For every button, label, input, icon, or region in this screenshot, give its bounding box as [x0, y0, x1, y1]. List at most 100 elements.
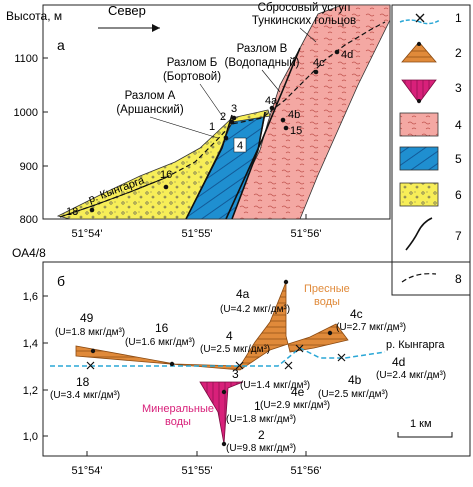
legend-number: 5: [455, 152, 462, 166]
annotation-id: 4d: [392, 355, 405, 369]
scale-label: 1 км: [410, 418, 432, 430]
legend-blue-rock-swatch: [399, 146, 439, 171]
legend-frame: [391, 4, 471, 296]
legend-fresh-water-icon: [401, 41, 437, 63]
point-label: 4d: [341, 49, 353, 61]
annotation-id: 1: [254, 399, 261, 413]
mineral-water-sublabel: воды: [165, 416, 191, 428]
annotation-u: (U=9.8 мкг/дм³): [226, 443, 296, 454]
point-label: 18: [66, 206, 78, 218]
panel-b-x-tick: 51°56': [291, 465, 322, 477]
panel-b-letter: б: [57, 273, 65, 289]
river-line: [59, 177, 166, 218]
annotation-u: (U=1.8 мкг/дм³): [55, 327, 125, 338]
annotation-id: 3: [232, 367, 239, 381]
legend-river-icon: [399, 13, 441, 25]
panel-b-x-tick: 51°54': [72, 465, 103, 477]
fault-leader-lines: [149, 27, 317, 139]
legend-granite-swatch: [399, 112, 439, 137]
point-label: 1: [209, 121, 215, 133]
annotation-id: 2: [258, 428, 265, 442]
annotation-u: (U=2.5 мкг/дм³): [200, 344, 270, 355]
panel-a-y-tick: 1000: [14, 107, 38, 119]
mineral-water-label: Минеральные: [142, 403, 214, 415]
fresh-water-label: Пресные: [304, 283, 350, 295]
legend-number: 1: [455, 11, 462, 25]
panel-a-x-tick: 51°54': [72, 228, 103, 240]
annotation-id: 4e: [291, 385, 305, 399]
legend-profile-icon: [401, 273, 437, 283]
panel-a-direction-label: Север: [108, 3, 146, 18]
annotation-id: 4c: [350, 307, 363, 321]
point-label: 16: [160, 169, 172, 181]
annotation-u: (U=2.7 мкг/дм³): [336, 322, 406, 333]
annotation-u: (U=1.4 мкг/дм³): [240, 380, 310, 391]
panel-b-x-ticks: 51°54' 51°55' 51°56': [72, 451, 322, 477]
point-label: 4c: [313, 57, 325, 69]
legend-yellow-sediment-swatch: [399, 182, 439, 207]
legend-number: 4: [455, 118, 462, 132]
annotation-id: 4: [226, 329, 233, 343]
annotation-u: (U=2.5 мкг/дм³): [318, 389, 388, 400]
point-label: 4: [237, 140, 243, 152]
panel-a-y-tick: 900: [20, 161, 38, 173]
legend-fault-icon: [405, 217, 433, 251]
mineral-water-cone: [199, 381, 244, 445]
annotation-u: (U=1.6 мкг/дм³): [125, 337, 195, 348]
fault-b-sublabel: (Бортовой): [163, 71, 221, 83]
point-label: 3: [231, 103, 237, 115]
point-label: 15: [290, 125, 302, 137]
panel-b-y-tick: 1,4: [23, 338, 38, 350]
panel-a-y-ticks: 1100 1000 900 800: [14, 53, 48, 226]
granite-block: [225, 4, 391, 220]
panel-b-river-label: р. Кынгарга: [386, 339, 445, 351]
legend-mineral-water-icon: [401, 79, 437, 104]
river-x-markers: [86, 344, 346, 370]
panel-a-x-tick: 51°56': [291, 228, 322, 240]
panel-a-y-axis-title: Высота, м: [6, 9, 62, 23]
legend-number: 8: [455, 272, 462, 286]
fault-a-sublabel: (Аршанский): [116, 104, 183, 116]
fault-v-line: [225, 47, 301, 220]
scale-bar: 1 км: [397, 418, 453, 438]
annotation-id: 4a: [236, 287, 250, 301]
legend-number: 2: [455, 46, 462, 60]
panel-a-fault-labels: Разлом А (Аршанский) Разлом Б (Бортовой)…: [116, 2, 356, 116]
legend-number: 7: [455, 229, 462, 243]
annotation-id: 4b: [348, 373, 362, 387]
panel-b-point-markers: [90, 279, 333, 447]
uplift-sublabel: Тункинских гольцов: [252, 15, 356, 27]
panel-b-y-tick: 1,6: [23, 291, 38, 303]
legend: 1 2 3 4 5 6 7 8: [391, 4, 471, 296]
panel-b-y-tick: 1,0: [23, 431, 38, 443]
fault-a-label: Разлом А: [125, 90, 176, 102]
panel-a-y-tick: 1100: [14, 53, 38, 65]
panel-a-y-tick: 800: [20, 214, 38, 226]
faults: [185, 47, 301, 220]
fault-v-sublabel: (Водопадный): [225, 57, 300, 69]
annotation-u: (U=2.4 мкг/дм³): [376, 370, 446, 381]
panel-b-y-ticks: 1,6 1,4 1,2 1,0: [23, 291, 48, 443]
annotation-id: 16: [155, 321, 169, 335]
annotation-id: 18: [76, 375, 90, 389]
annotation-u: (U=4.2 мкг/дм³): [220, 304, 290, 315]
fresh-water-profile: [75, 281, 349, 371]
legend-number: 3: [455, 81, 462, 95]
point-label: 4a: [265, 95, 278, 107]
fault-v-label: Разлом В: [237, 43, 288, 55]
annotation-u: (U=1.8 мкг/дм³): [226, 414, 296, 425]
annotation-u: (U=2.9 мкг/дм³): [260, 400, 330, 411]
panel-b: ОА4/8 б 1,6 1,4 1,2 1,0 51°54' 51°55' 51…: [12, 246, 471, 477]
fresh-water-sublabel: воды: [314, 296, 340, 308]
uplift-label: Сбросовый уступ: [258, 2, 351, 14]
panel-b-x-tick: 51°55': [182, 465, 213, 477]
panel-b-y-axis-title: ОА4/8: [12, 246, 46, 260]
panel-a: Высота, м Север а 1100 1000 900 800 51°5…: [6, 2, 391, 240]
panel-b-frame: [42, 261, 471, 457]
panel-b-y-tick: 1,2: [23, 385, 38, 397]
legend-number: 6: [455, 188, 462, 202]
point-4-box: [233, 137, 247, 153]
panel-a-letter: а: [57, 37, 65, 53]
point-label: 4b: [288, 109, 300, 121]
